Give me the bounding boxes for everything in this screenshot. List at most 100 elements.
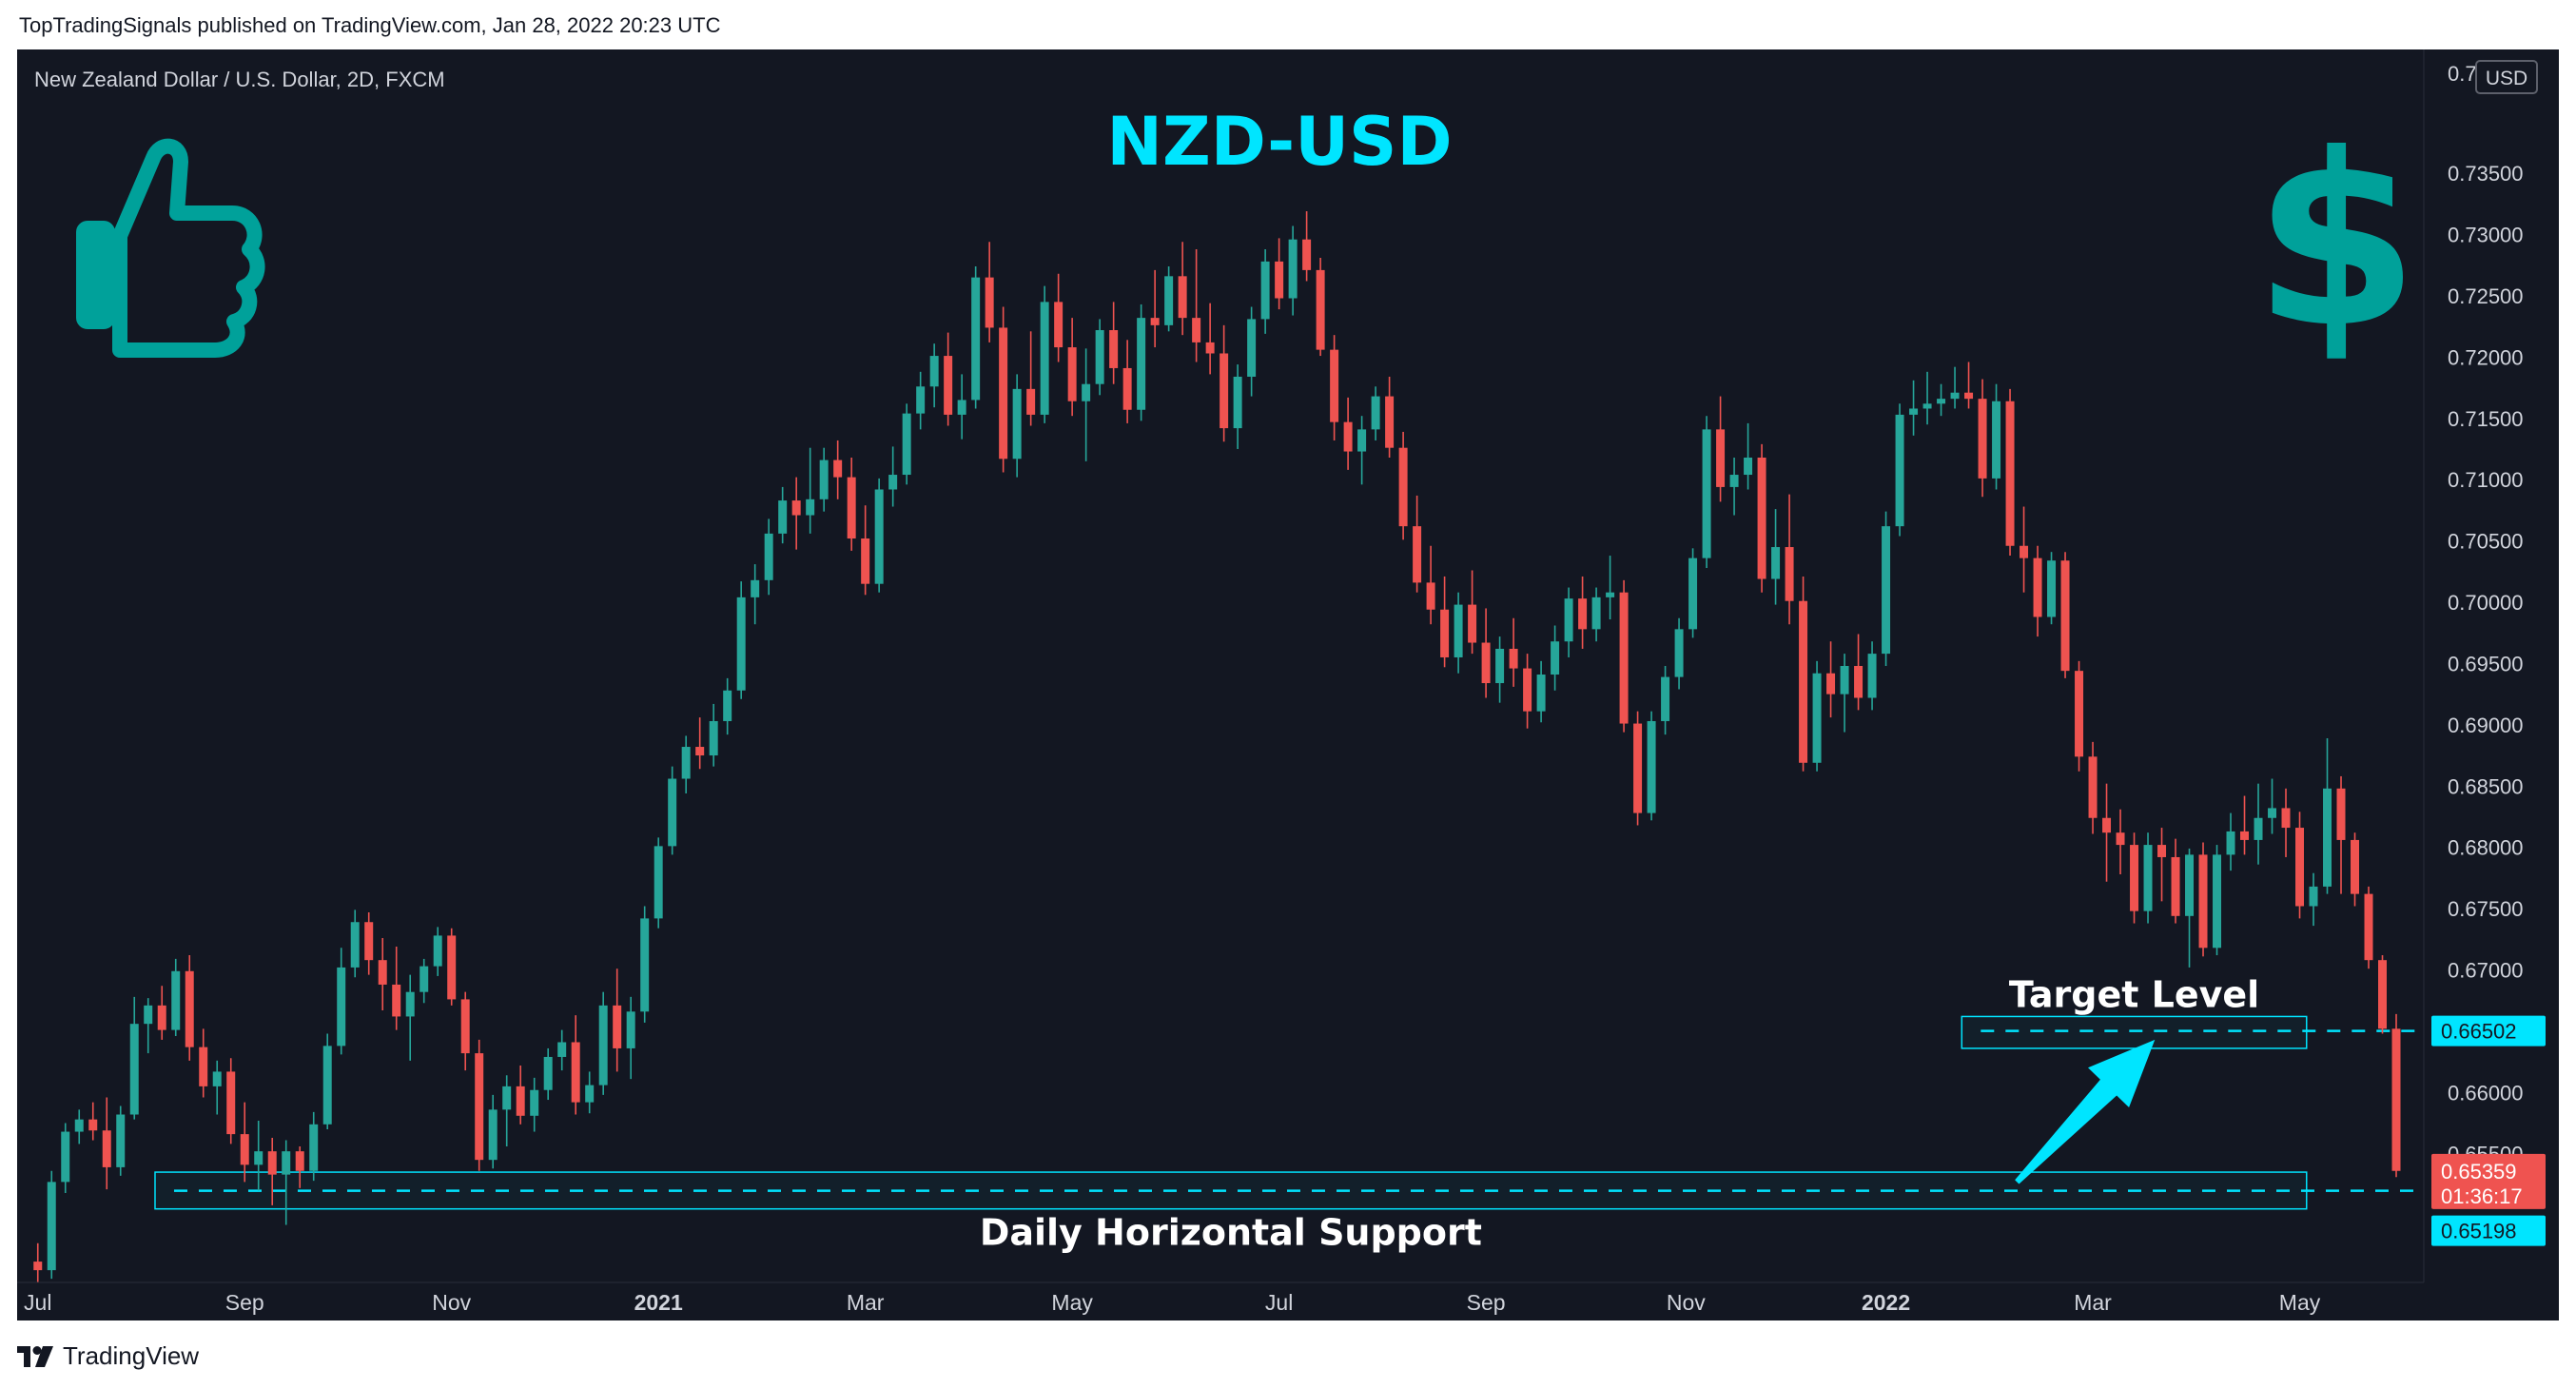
candle-body: [985, 277, 994, 328]
thumbs-up-icon: [76, 138, 265, 358]
candle-body: [613, 1005, 622, 1048]
candle-body: [1771, 547, 1781, 579]
candle-body: [1095, 330, 1104, 384]
symbol-label: New Zealand Dollar / U.S. Dollar, 2D, FX…: [34, 68, 445, 91]
candle-body: [571, 1042, 580, 1103]
candle-body: [129, 1024, 139, 1115]
candle-body: [1882, 526, 1891, 655]
candle-body: [1343, 421, 1353, 452]
tradingview-logo-icon: [17, 1345, 53, 1367]
candle-body: [2391, 1028, 2401, 1171]
candle-body: [1964, 392, 1974, 400]
candle-body: [350, 922, 360, 968]
candle-body: [309, 1124, 319, 1171]
candle-body: [1288, 239, 1298, 299]
candle-body: [2060, 560, 2070, 672]
candle-body: [2020, 545, 2029, 558]
candle-body: [240, 1134, 249, 1165]
x-tick-label: 2022: [1862, 1290, 1910, 1315]
candle-body: [1661, 676, 1670, 721]
candle-body: [861, 538, 870, 584]
candle-body: [654, 846, 663, 919]
candle-body: [2198, 854, 2208, 949]
candlestick-chart[interactable]: Target Level Daily Horizontal Support Jul…: [17, 49, 2559, 1321]
currency-button-label: USD: [2486, 68, 2527, 89]
candle-body: [1357, 429, 1367, 452]
candles-layer: [33, 211, 2401, 1282]
candle-body: [2226, 831, 2235, 855]
y-tick-label: 0.71500: [2448, 407, 2524, 431]
candle-body: [88, 1119, 98, 1131]
candle-body: [1192, 318, 1201, 342]
candle-body: [1468, 604, 1477, 643]
y-tick-label: 0.70000: [2448, 591, 2524, 615]
candle-body: [1854, 666, 1864, 698]
candle-body: [2185, 854, 2195, 916]
candle-body: [102, 1130, 111, 1167]
candle-body: [2213, 854, 2222, 949]
last-price-tag: [2431, 1153, 2546, 1209]
chart-container[interactable]: Target Level Daily Horizontal Support Jul…: [17, 49, 2559, 1321]
x-tick-label: Jul: [1265, 1290, 1293, 1315]
candle-body: [1426, 582, 1435, 610]
candle-body: [751, 579, 760, 597]
candle-body: [1867, 654, 1877, 698]
candle-body: [2254, 817, 2263, 840]
candle-body: [1619, 592, 1629, 724]
candle-body: [668, 778, 677, 847]
y-tick-label: 0.68500: [2448, 774, 2524, 798]
candle-body: [778, 500, 788, 534]
candle-body: [47, 1182, 56, 1271]
candle-body: [1909, 408, 1919, 415]
y-tick-label: 0.71000: [2448, 468, 2524, 492]
candle-body: [295, 1151, 304, 1171]
candle-body: [1826, 673, 1836, 694]
candle-body: [2143, 845, 2153, 911]
candle-body: [944, 356, 953, 415]
candle-body: [61, 1131, 70, 1183]
candle-body: [171, 970, 181, 1030]
candle-body: [1729, 475, 1739, 487]
candle-body: [999, 327, 1008, 460]
candle-body: [2351, 839, 2360, 894]
y-tick-label: 0.69000: [2448, 714, 2524, 737]
y-tick-label-top: 0.7: [2448, 62, 2477, 86]
footer-brand[interactable]: TradingView: [17, 1341, 199, 1371]
x-tick-label: Nov: [432, 1290, 471, 1315]
candle-body: [420, 966, 429, 992]
candle-body: [791, 500, 801, 516]
candle-body: [1109, 330, 1119, 368]
candle-body: [2116, 832, 2125, 846]
candle-body: [226, 1071, 236, 1135]
candle-body: [460, 999, 470, 1054]
candle-body: [2130, 845, 2139, 911]
candle-body: [640, 918, 650, 1012]
candle-body: [1702, 429, 1711, 558]
target-level-label: Target Level: [2009, 973, 2259, 1015]
candle-body: [1164, 276, 1174, 325]
currency-button[interactable]: USD: [2475, 60, 2538, 94]
candle-body: [2075, 671, 2084, 757]
x-tick-label: Jul: [24, 1290, 51, 1315]
candle-body: [971, 277, 981, 401]
levels-layer: [154, 1015, 2424, 1210]
candle-body: [267, 1151, 277, 1175]
x-axis[interactable]: Jul Sep Nov 2021 Mar May Jul Sep Nov 2022 Mar May: [17, 1281, 2424, 1315]
candle-body: [116, 1114, 126, 1167]
candle-body: [833, 460, 843, 478]
candle-body: [392, 984, 401, 1017]
candle-body: [874, 489, 884, 584]
candle-body: [1688, 558, 1698, 630]
candle-body: [585, 1085, 595, 1103]
candle-body: [502, 1086, 512, 1110]
candle-body: [1247, 319, 1257, 377]
y-tick-label: 0.69500: [2448, 652, 2524, 675]
publish-info: TopTradingSignals published on TradingVi…: [19, 13, 721, 37]
x-tick-label: Sep: [1467, 1290, 1506, 1315]
candle-body: [364, 922, 374, 961]
y-tick-label: 0.73500: [2448, 162, 2524, 186]
candle-body: [1509, 648, 1518, 669]
candle-body: [199, 1047, 208, 1086]
chart-background: [17, 49, 2559, 1321]
